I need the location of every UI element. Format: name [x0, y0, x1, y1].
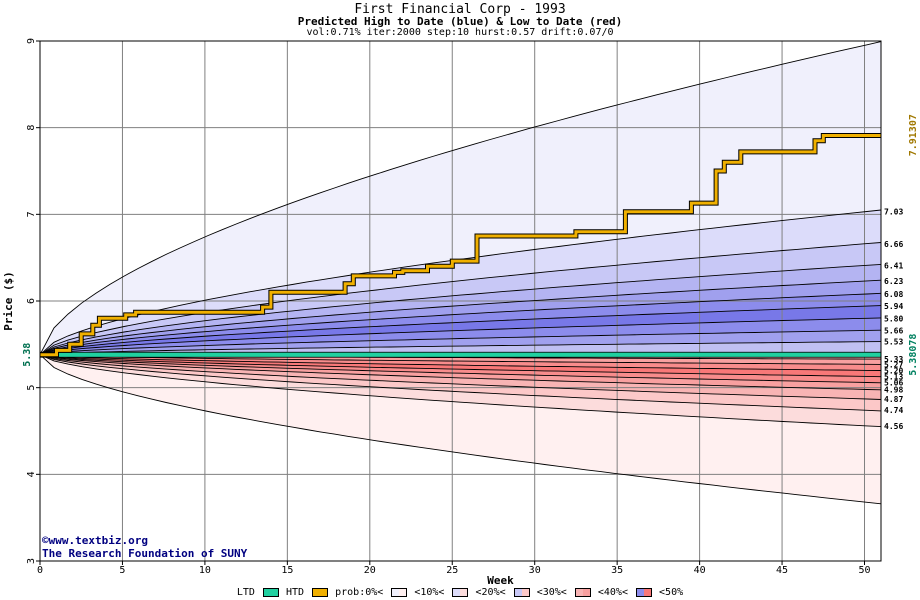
start-price-label: 5.38 [22, 343, 33, 367]
legend-p50-swatch [636, 588, 652, 597]
y-tick-label: 5 [26, 385, 37, 391]
x-tick-label: 5 [119, 565, 125, 576]
legend-p30-swatch [513, 588, 530, 597]
x-axis-label: Week [487, 574, 514, 587]
high-band-fill [40, 341, 881, 355]
high-band-fill [40, 242, 881, 355]
low-band-value-label: 5.27 [884, 360, 903, 369]
low-band-line [39, 354, 882, 384]
high-band-value-label: 5.94 [884, 302, 903, 311]
low-band-fill [40, 354, 881, 377]
high-band-fill [40, 41, 881, 355]
high-band-value-label: 6.23 [884, 277, 903, 286]
y-tick-label: 3 [26, 558, 37, 564]
ltd-series-line [39, 351, 882, 358]
low-band-line [39, 354, 882, 378]
low-band-line [39, 354, 882, 400]
low-band-value-label: 5.13 [884, 372, 903, 381]
low-band-line [39, 354, 882, 505]
chart-subtitle: Predicted High to Date (blue) & Low to D… [297, 15, 623, 28]
legend-p50-label: <50% [659, 587, 684, 598]
high-band-line [39, 341, 882, 356]
y-axis-label: Price ($) [2, 271, 15, 331]
htd-series-line [40, 134, 881, 357]
legend: LTD HTD prob:0%< <10%< <20%< <30%< <40%<… [0, 587, 920, 599]
high-band-fill [40, 317, 881, 355]
legend-p30-label: <30%< [536, 587, 567, 598]
high-band-value-label: 6.08 [884, 290, 903, 299]
legend-p20-swatch [452, 588, 469, 597]
low-band-value-label: 5.20 [884, 366, 903, 375]
x-tick-label: 35 [611, 565, 623, 576]
chart-params: vol:0.71% iter:2000 step:10 hurst:0.57 d… [306, 27, 614, 38]
legend-p40-label: <40%< [597, 587, 628, 598]
low-band-value-label: 5.33 [884, 355, 903, 364]
x-tick-label: 20 [364, 565, 376, 576]
x-tick-label: 30 [529, 565, 541, 576]
chart-title: First Financial Corp - 1993 [354, 2, 566, 17]
low-band-fill [40, 354, 881, 390]
low-band-value-label: 4.87 [884, 395, 903, 404]
high-band-fill [40, 264, 881, 355]
low-band-fill [40, 354, 881, 383]
x-tick-label: 15 [281, 565, 293, 576]
legend-p10-label: <10%< [414, 587, 445, 598]
high-band-line [39, 292, 882, 356]
low-band-fill [40, 354, 881, 400]
low-band-value-label: 5.06 [884, 378, 903, 387]
legend-p10-swatch [391, 588, 408, 597]
low-band-line [39, 354, 882, 391]
high-band-line [39, 263, 882, 356]
x-tick-label: 50 [858, 565, 870, 576]
low-band-value-label: 4.56 [884, 422, 903, 431]
high-band-line [39, 41, 882, 355]
low-band-fill [40, 354, 881, 427]
high-band-line [39, 279, 882, 356]
credit-org: The Research Foundation of SUNY [42, 547, 248, 560]
y-tick-label: 6 [26, 298, 37, 304]
legend-htd-swatch [312, 588, 329, 597]
y-tick-label: 8 [26, 125, 37, 131]
low-band-fill [40, 354, 881, 411]
y-tick-label: 9 [26, 38, 37, 44]
y-tick-label: 4 [26, 471, 37, 477]
low-band-line [39, 354, 882, 365]
high-band-value-label: 7.03 [884, 208, 903, 217]
low-band-line [39, 354, 882, 428]
high-band-value-label: 6.66 [884, 240, 903, 249]
right-value-label: 7.91307 [908, 114, 919, 156]
low-band-value-label: 4.98 [884, 385, 903, 394]
high-band-value-label: 5.66 [884, 326, 903, 335]
high-band-fill [40, 210, 881, 355]
x-tick-label: 0 [37, 565, 43, 576]
high-band-value-label: 5.80 [884, 314, 903, 323]
high-band-line [39, 242, 882, 356]
x-tick-label: 10 [199, 565, 211, 576]
high-band-line [39, 329, 882, 356]
low-band-line [39, 354, 882, 412]
low-band-fill [40, 354, 881, 371]
high-band-fill [40, 293, 881, 355]
legend-ltd-label: LTD [236, 587, 255, 598]
high-band-fill [40, 280, 881, 355]
legend-prob-label: prob:0%< [335, 587, 384, 598]
x-tick-label: 25 [446, 565, 458, 576]
high-band-value-label: 5.53 [884, 338, 903, 347]
high-band-value-label: 6.41 [884, 261, 903, 270]
low-band-fill [40, 354, 881, 504]
legend-ltd-swatch [262, 588, 279, 597]
high-band-line [39, 305, 882, 356]
low-band-value-label: 4.74 [884, 406, 903, 415]
x-tick-label: 40 [694, 565, 706, 576]
right-value-label: 5.38078 [908, 334, 919, 376]
x-tick-label: 45 [776, 565, 788, 576]
legend-htd-label: HTD [285, 587, 305, 598]
low-band-line [39, 354, 882, 371]
y-tick-label: 7 [26, 211, 37, 217]
credit-url: ©www.textbiz.org [42, 534, 148, 547]
high-band-line [39, 317, 882, 356]
legend-p20-label: <20%< [475, 587, 506, 598]
legend-p40-swatch [574, 588, 591, 597]
